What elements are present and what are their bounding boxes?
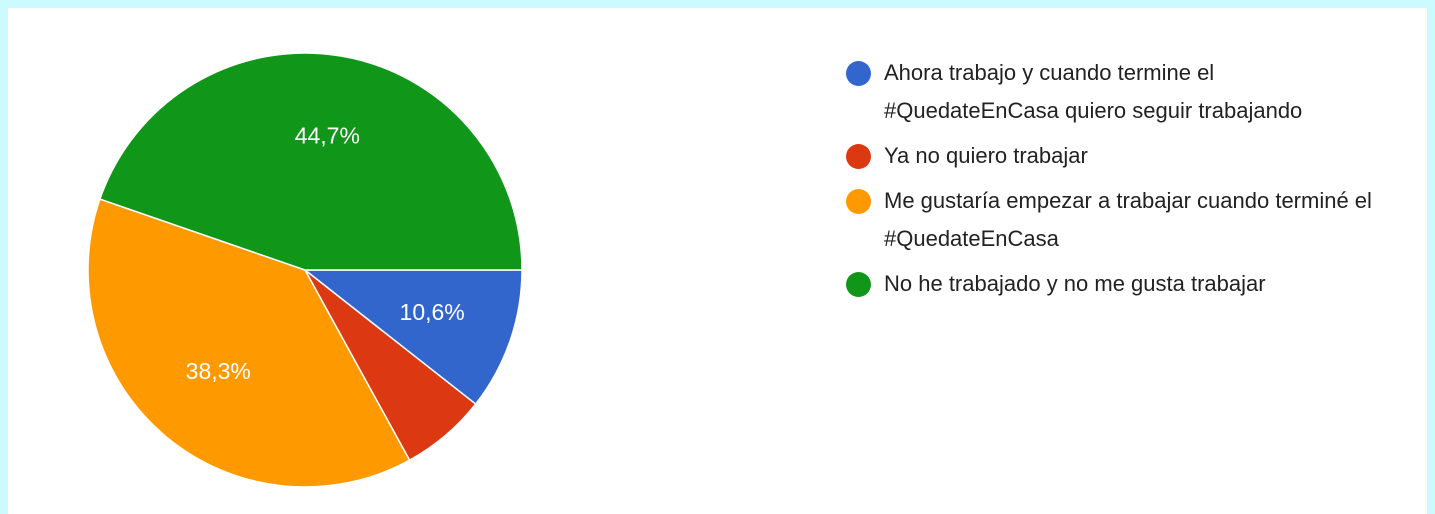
legend-label: Ahora trabajo y cuando termine el #Queda… [884, 60, 1303, 123]
legend-label: Me gustaría empezar a trabajar cuando te… [884, 188, 1372, 251]
slice-label: 10,6% [400, 299, 465, 325]
chart-panel: 10,6% 38,3% 44,7% Ahora trabajo y cuando t… [8, 8, 1427, 514]
slice-label: 44,7% [295, 122, 360, 148]
legend-item: Ahora trabajo y cuando termine el #Queda… [846, 54, 1386, 130]
legend-swatch [846, 272, 871, 297]
legend: Ahora trabajo y cuando termine el #Queda… [846, 54, 1386, 310]
pie-slice [98, 52, 523, 271]
slice-label: 38,3% [186, 358, 251, 384]
legend-swatch [846, 144, 871, 169]
legend-item: No he trabajado y no me gusta trabajar [846, 265, 1386, 303]
pie-chart: 10,6% 38,3% 44,7% [87, 52, 523, 488]
legend-swatch [846, 189, 871, 214]
pie-slice [87, 198, 411, 488]
legend-item: Ya no quiero trabajar [846, 137, 1386, 175]
legend-item: Me gustaría empezar a trabajar cuando te… [846, 182, 1386, 258]
legend-label: Ya no quiero trabajar [884, 143, 1088, 168]
legend-label: No he trabajado y no me gusta trabajar [884, 271, 1266, 296]
pie-slice [302, 269, 523, 406]
legend-swatch [846, 61, 871, 86]
